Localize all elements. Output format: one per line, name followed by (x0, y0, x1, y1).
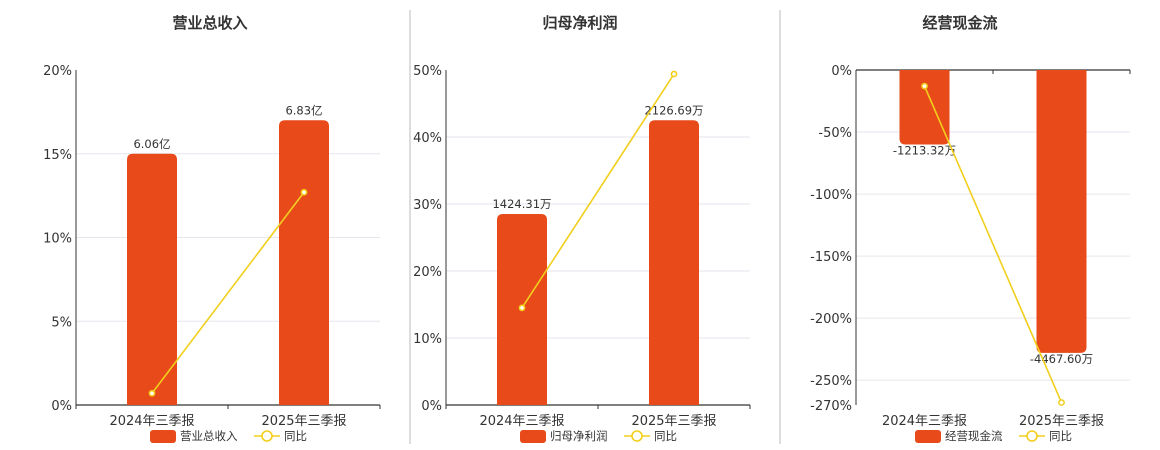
y-tick-label: -50% (818, 126, 852, 141)
yoy-point (300, 188, 308, 196)
bar-data-label: 2126.69万 (644, 103, 703, 117)
category-label: 2025年三季报 (1019, 414, 1104, 429)
yoy-point (1058, 399, 1065, 406)
category-label: 2024年三季报 (882, 414, 967, 429)
y-tick-label: -150% (810, 250, 852, 265)
y-tick-label: 0% (51, 399, 72, 414)
legend-label: 经营现金流 (945, 429, 1003, 443)
category-label: 2024年三季报 (479, 414, 564, 429)
chart-panel-2: 归母净利润 0% 10% 20% 30% 40% 50% 1424.31万 2126.69万 20… (413, 14, 751, 443)
legend-label: 同比 (1049, 429, 1072, 443)
yoy-point (921, 82, 928, 90)
bar (279, 120, 329, 405)
bar-data-label: -4467.60万 (1030, 352, 1093, 366)
chart-title: 经营现金流 (922, 14, 997, 32)
legend: 归母净利润 同比 (520, 429, 677, 443)
y-tick-label: 30% (413, 198, 442, 213)
y-tick-label: 0% (831, 64, 852, 79)
y-tick-label: 15% (43, 148, 72, 163)
y-tick-label: -200% (810, 312, 852, 327)
y-tick-label: 50% (413, 64, 442, 79)
bar-data-label: -1213.32万 (893, 143, 956, 157)
chart-title: 归母净利润 (542, 14, 617, 32)
y-tick-label: -270% (810, 399, 852, 414)
legend-label: 同比 (284, 429, 307, 443)
category-label: 2024年三季报 (109, 414, 194, 429)
yoy-point (670, 70, 678, 78)
y-tick-label: 10% (43, 232, 72, 247)
legend-swatch-bar (150, 430, 176, 443)
bar (1036, 70, 1087, 353)
y-tick-label: 20% (43, 64, 72, 79)
legend-swatch-marker (261, 430, 273, 442)
chart-title: 营业总收入 (172, 14, 247, 32)
yoy-line (151, 191, 305, 394)
category-label: 2025年三季报 (631, 414, 716, 429)
bar (127, 153, 177, 405)
legend: 经营现金流 同比 (915, 429, 1072, 443)
yoy-point (518, 304, 526, 312)
bar-data-label: 6.06亿 (133, 137, 170, 151)
legend-swatch-bar (915, 430, 941, 443)
legend-swatch-marker (1026, 430, 1038, 442)
legend-label: 同比 (654, 429, 677, 443)
y-tick-label: -250% (810, 374, 852, 389)
y-tick-label: 10% (413, 332, 442, 347)
chart-panel-1: 营业总收入 0% 5% 10% 15% 20% 6.06亿 6.83亿 2024年三季报 2025… (43, 14, 381, 443)
yoy-line (521, 73, 675, 309)
yoy-point (148, 389, 156, 397)
y-tick-label: 40% (413, 131, 442, 146)
y-tick-label: 20% (413, 265, 442, 280)
bar (649, 120, 699, 405)
bar-data-label: 1424.31万 (492, 197, 551, 211)
chart-panel-3: 经营现金流 0% -50% -100% -150% -200% -250% -270% -121… (810, 14, 1131, 443)
category-label: 2025年三季报 (261, 414, 346, 429)
bar-data-label: 6.83亿 (285, 103, 322, 117)
bar (899, 70, 950, 145)
y-tick-label: 5% (51, 315, 72, 330)
yoy-line (923, 85, 1063, 403)
legend: 营业总收入 同比 (150, 429, 307, 443)
y-tick-label: 0% (421, 399, 442, 414)
legend-label: 营业总收入 (180, 429, 238, 443)
y-tick-label: -100% (810, 188, 852, 203)
legend-label: 归母净利润 (550, 429, 608, 443)
legend-swatch-bar (520, 430, 546, 443)
legend-swatch-marker (631, 430, 643, 442)
